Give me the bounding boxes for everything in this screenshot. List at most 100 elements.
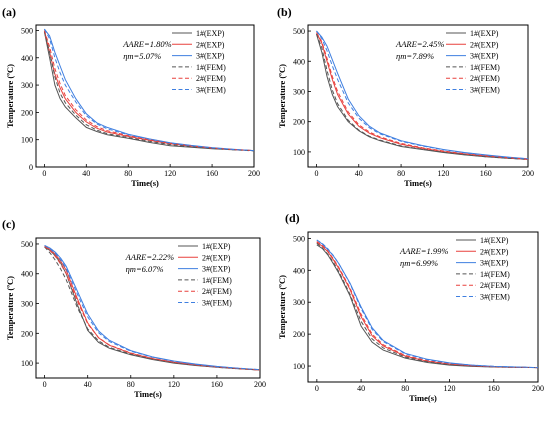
x-tick-label: 80 bbox=[127, 380, 135, 389]
x-tick-label: 120 bbox=[164, 169, 176, 178]
y-tick-label: 500 bbox=[21, 240, 33, 249]
legend-label: 2#(EXP) bbox=[480, 247, 509, 256]
legend-label: 3#(FEM) bbox=[470, 86, 500, 95]
annotation: AARE=2.22% bbox=[125, 252, 174, 262]
x-tick-label: 160 bbox=[480, 169, 492, 178]
y-axis-title: Temperature (ºC) bbox=[277, 64, 287, 128]
annotation: ηm=6.99% bbox=[400, 258, 438, 268]
x-tick-label: 80 bbox=[124, 169, 132, 178]
plot-frame bbox=[307, 24, 529, 168]
series-line-6 bbox=[44, 244, 261, 371]
x-tick-label: 160 bbox=[211, 380, 223, 389]
x-tick-label: 40 bbox=[355, 169, 363, 178]
legend-label: 2#(FEM) bbox=[202, 287, 232, 296]
series-line-5 bbox=[44, 245, 261, 371]
legend-label: 1#(EXP) bbox=[480, 236, 509, 245]
series-line-4 bbox=[316, 33, 529, 160]
panel-label: (b) bbox=[277, 5, 292, 19]
x-axis-title: Time(s) bbox=[134, 389, 162, 399]
panel-label: (d) bbox=[285, 211, 300, 225]
panel-label: (a) bbox=[2, 5, 16, 19]
plot-frame bbox=[35, 237, 261, 379]
y-tick-label: 500 bbox=[293, 27, 305, 36]
legend-label: 3#(FEM) bbox=[202, 299, 232, 308]
plot-frame bbox=[35, 24, 255, 168]
series-line-5 bbox=[316, 32, 529, 160]
annotation: ηm=7.89% bbox=[396, 51, 434, 61]
legend-label: 1#(EXP) bbox=[202, 242, 231, 251]
legend-label: 3#(FEM) bbox=[196, 86, 226, 95]
legend-label: 3#(EXP) bbox=[480, 259, 509, 268]
chart-panel-1: (a) 0 40 80 120 160 200 0 100 200 300 400 500 Time(s)… bbox=[2, 5, 260, 188]
x-tick-label: 200 bbox=[248, 169, 260, 178]
annotation: AARE=2.45% bbox=[395, 39, 444, 49]
y-tick-label: 200 bbox=[21, 329, 33, 338]
series-line-6 bbox=[316, 30, 529, 160]
y-tick-label: 400 bbox=[293, 266, 305, 275]
legend-label: 2#(FEM) bbox=[470, 74, 500, 83]
y-tick-label: 300 bbox=[21, 81, 33, 90]
y-tick-label: 400 bbox=[21, 54, 33, 63]
legend-label: 3#(EXP) bbox=[196, 52, 225, 61]
chart-panel-4: (d) 0 40 80 120 160 200 100 200 300 400 500 Time(s) T… bbox=[277, 211, 544, 403]
legend-label: 2#(EXP) bbox=[196, 40, 225, 49]
x-tick-label: 200 bbox=[522, 169, 534, 178]
chart-panel-2: (b) 0 40 80 120 160 200 100 200 300 400 500 Time(s) T… bbox=[277, 5, 534, 188]
annotation: ηm=5.07% bbox=[123, 51, 161, 61]
panel-label: (c) bbox=[2, 217, 15, 231]
plot-frame bbox=[307, 231, 539, 383]
y-axis-title: Temperature (ºC) bbox=[5, 276, 15, 340]
y-tick-label: 100 bbox=[21, 136, 33, 145]
x-tick-label: 80 bbox=[397, 169, 405, 178]
series-line-5 bbox=[43, 30, 255, 152]
y-axis-title: Temperature (ºC) bbox=[5, 64, 15, 128]
y-tick-label: 500 bbox=[21, 26, 33, 35]
x-tick-label: 160 bbox=[488, 384, 500, 393]
y-tick-label: 100 bbox=[293, 362, 305, 371]
x-tick-label: 200 bbox=[532, 384, 544, 393]
y-tick-label: 400 bbox=[293, 57, 305, 66]
x-tick-label: 160 bbox=[206, 169, 218, 178]
legend-label: 3#(FEM) bbox=[480, 293, 510, 302]
x-axis-title: Time(s) bbox=[131, 178, 159, 188]
x-tick-label: 40 bbox=[84, 380, 92, 389]
y-tick-label: 200 bbox=[21, 108, 33, 117]
annotation: AARE=1.99% bbox=[399, 246, 448, 256]
x-axis-title: Time(s) bbox=[404, 178, 432, 188]
legend-label: 1#(FEM) bbox=[202, 276, 232, 285]
y-tick-label: 500 bbox=[293, 234, 305, 243]
x-tick-label: 120 bbox=[444, 384, 456, 393]
x-tick-label: 0 bbox=[42, 169, 46, 178]
x-tick-label: 0 bbox=[315, 384, 319, 393]
x-tick-label: 0 bbox=[43, 380, 47, 389]
y-tick-label: 200 bbox=[293, 118, 305, 127]
legend-label: 2#(FEM) bbox=[480, 281, 510, 290]
legend-label: 3#(EXP) bbox=[470, 52, 499, 61]
series-line-3 bbox=[316, 239, 539, 369]
legend-label: 2#(EXP) bbox=[202, 253, 231, 262]
y-tick-label: 300 bbox=[293, 87, 305, 96]
series-line-4 bbox=[44, 246, 261, 371]
series-line-4 bbox=[43, 31, 255, 152]
annotation: AARE=1.80% bbox=[122, 39, 171, 49]
x-tick-label: 40 bbox=[82, 169, 90, 178]
legend-label: 1#(FEM) bbox=[470, 63, 500, 72]
x-tick-label: 80 bbox=[401, 384, 409, 393]
chart-panel-3: (c) 0 40 80 120 160 200 100 200 300 400 500 Time(s) T… bbox=[2, 217, 266, 399]
y-tick-label: 200 bbox=[293, 330, 305, 339]
x-tick-label: 0 bbox=[314, 169, 318, 178]
series-line-6 bbox=[43, 28, 255, 152]
y-tick-label: 100 bbox=[21, 359, 33, 368]
legend-label: 1#(EXP) bbox=[196, 29, 225, 38]
x-tick-label: 200 bbox=[254, 380, 266, 389]
legend-label: 3#(EXP) bbox=[202, 265, 231, 274]
y-tick-label: 400 bbox=[21, 270, 33, 279]
series-line-4 bbox=[316, 242, 539, 369]
x-tick-label: 40 bbox=[357, 384, 365, 393]
x-tick-label: 120 bbox=[437, 169, 449, 178]
y-tick-label: 300 bbox=[21, 300, 33, 309]
series-line-1 bbox=[316, 33, 529, 160]
legend-label: 1#(EXP) bbox=[470, 29, 499, 38]
legend-label: 1#(FEM) bbox=[480, 270, 510, 279]
